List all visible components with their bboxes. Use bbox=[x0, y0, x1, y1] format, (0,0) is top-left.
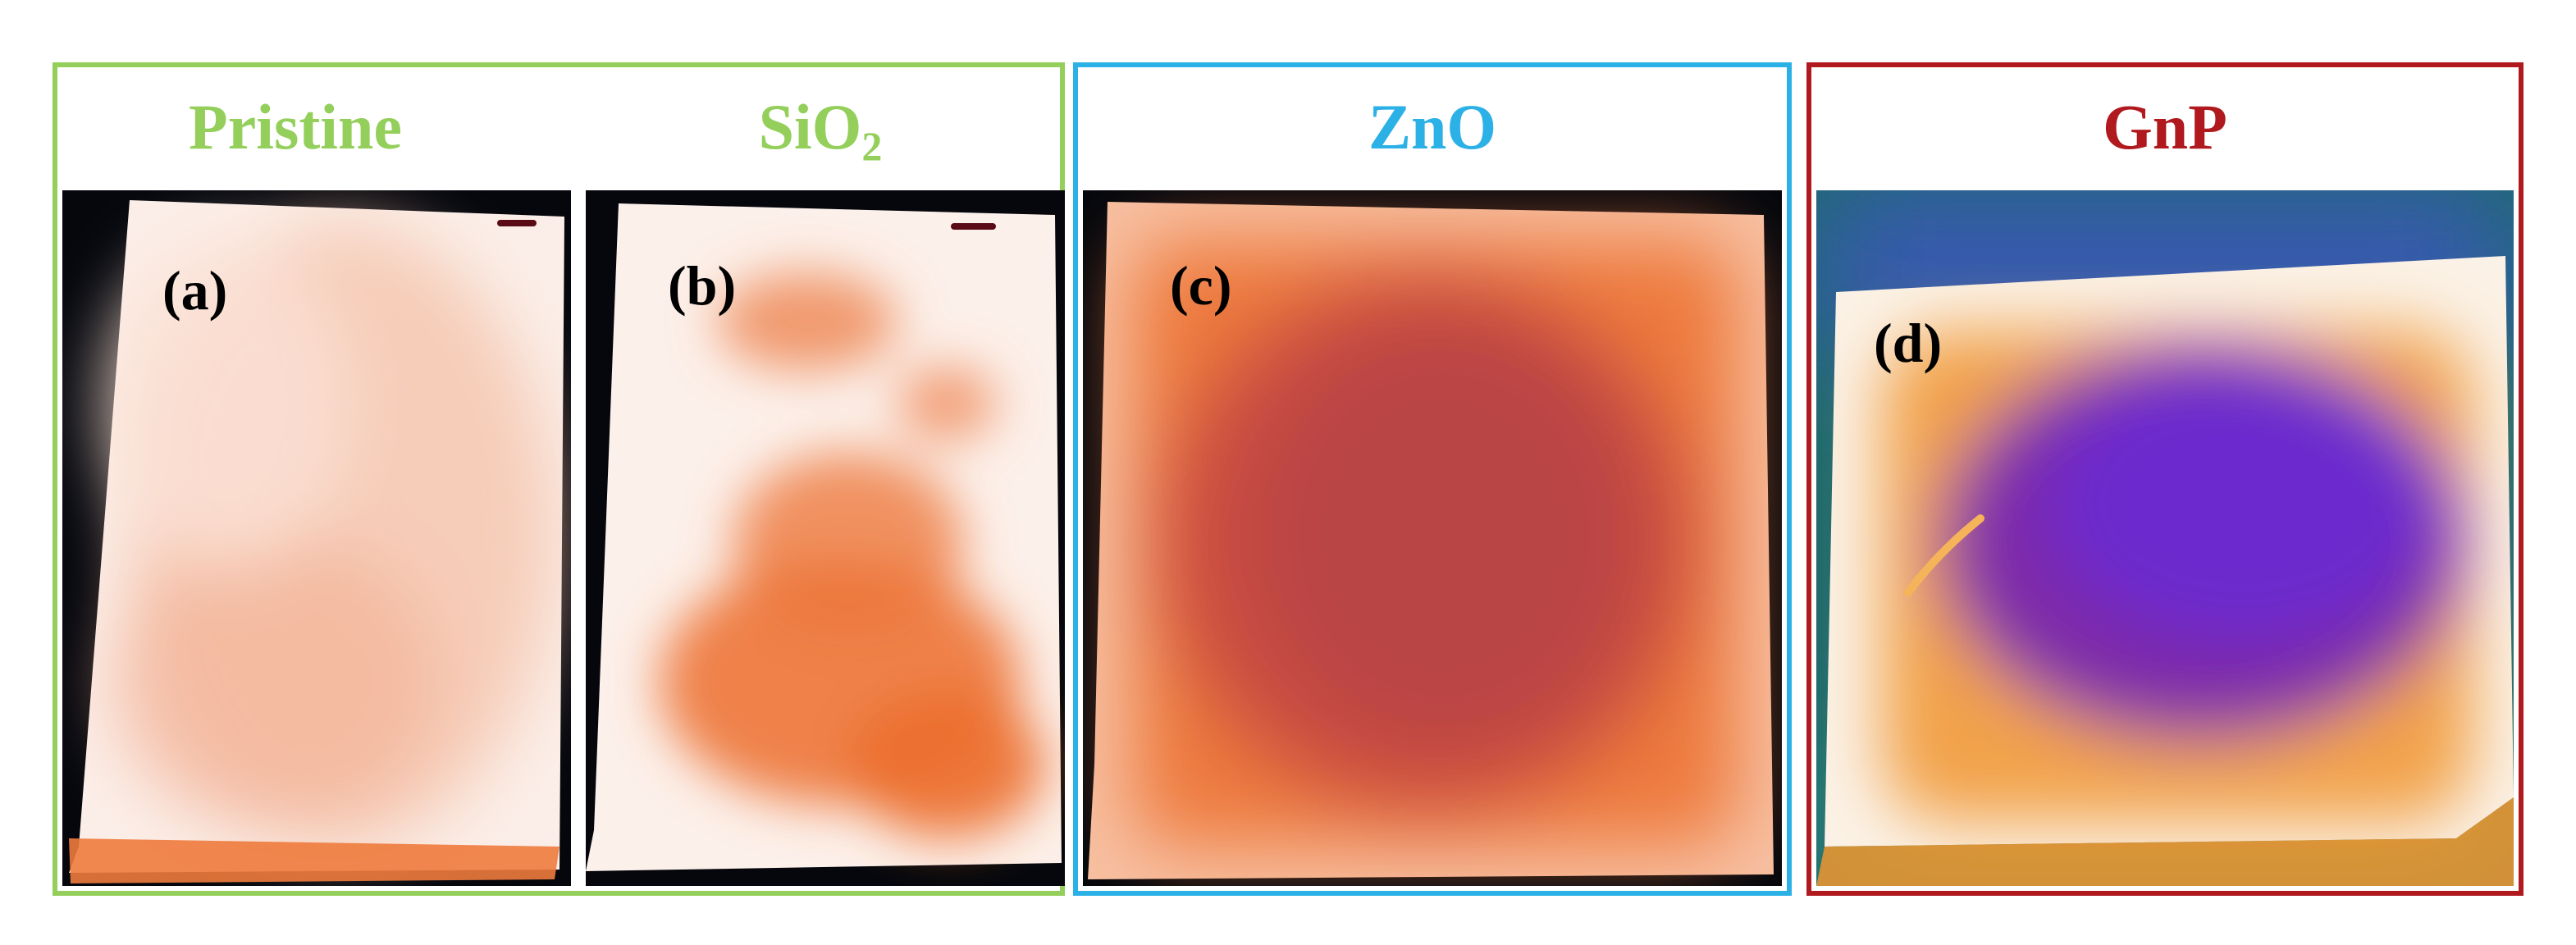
photo-zno bbox=[1083, 190, 1782, 886]
panel-label-b: (b) bbox=[668, 254, 737, 317]
panel-title-zno: ZnO bbox=[1368, 91, 1497, 162]
panel-title-sio2-main: SiO bbox=[758, 91, 862, 162]
photo-pristine bbox=[62, 190, 571, 886]
group-frame-green: Pristine SiO2 bbox=[53, 62, 1065, 896]
group-frame-blue: ZnO (c) bbox=[1073, 62, 1792, 896]
photo-gnp bbox=[1816, 190, 2514, 886]
panel-title-sio2-subscript: 2 bbox=[861, 123, 883, 169]
panel-label-c: (c) bbox=[1170, 254, 1232, 317]
panel-title-pristine: Pristine bbox=[189, 91, 402, 162]
panel-label-a: (a) bbox=[162, 259, 228, 322]
panel-title-sio2: SiO2 bbox=[632, 95, 1009, 167]
photo-sio2 bbox=[586, 190, 1065, 886]
group-frame-red: GnP (d) bbox=[1806, 62, 2523, 896]
panel-title-gnp: GnP bbox=[2103, 91, 2227, 162]
panel-label-d: (d) bbox=[1874, 312, 1943, 374]
